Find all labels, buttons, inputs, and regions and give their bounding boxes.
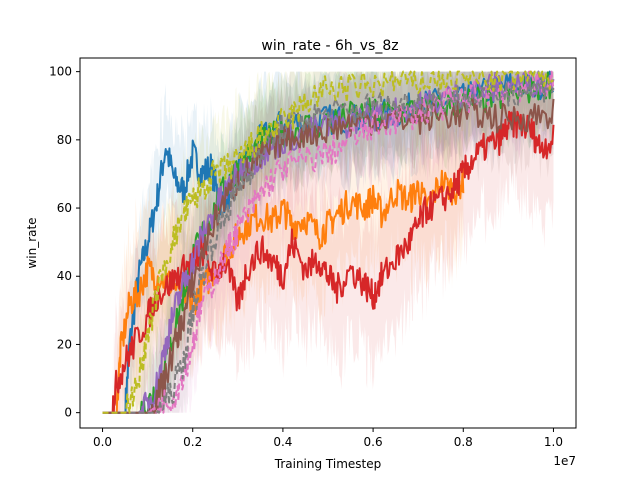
y-tick-label: 0: [64, 406, 72, 420]
x-tick-label: 0.8: [454, 435, 473, 449]
plot-frame: [79, 57, 577, 429]
x-axis-label: Training Timestep: [274, 457, 382, 471]
y-axis-ticks: 0 20 40 60 80 100: [49, 65, 80, 420]
series-band-3: [102, 71, 554, 413]
x-axis-ticks: 0.0 0.2 0.4 0.6 0.8 1.0: [93, 428, 563, 449]
x-tick-label: 0.2: [183, 435, 202, 449]
series-band-0: [102, 71, 554, 413]
series-line-3: [102, 107, 555, 414]
y-tick-label: 80: [57, 133, 72, 147]
y-tick-label: 100: [49, 65, 72, 79]
x-axis-offset-label: 1e7: [553, 454, 576, 468]
series-lines: [102, 70, 555, 414]
x-tick-label: 1.0: [544, 435, 563, 449]
y-tick-label: 40: [57, 269, 72, 283]
chart-title: win_rate - 6h_vs_8z: [261, 38, 398, 54]
series-line-6: [102, 70, 555, 414]
y-tick-label: 20: [57, 337, 72, 351]
x-tick-label: 0.6: [364, 435, 383, 449]
series-band-8: [102, 71, 554, 413]
series-line-7: [102, 76, 555, 414]
x-tick-label: 0.0: [93, 435, 112, 449]
x-tick-label: 0.4: [273, 435, 292, 449]
y-tick-label: 60: [57, 201, 72, 215]
y-axis-label: win_rate: [25, 217, 39, 268]
series-line-1: [102, 166, 465, 414]
